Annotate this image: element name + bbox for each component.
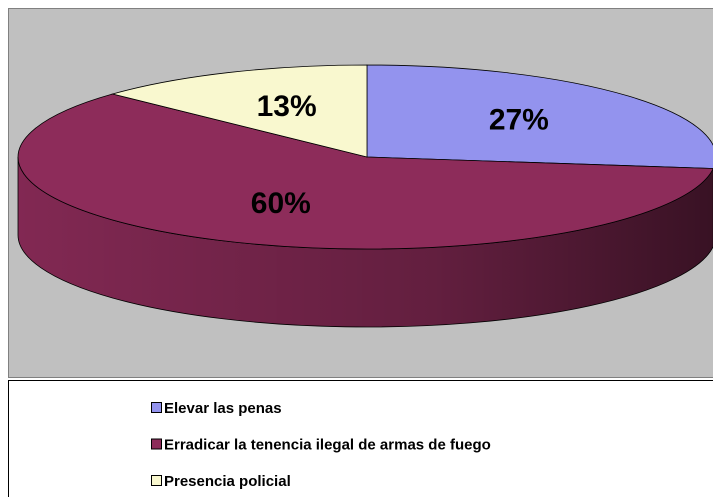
- legend-swatch: [152, 439, 162, 449]
- legend-swatch: [152, 476, 162, 486]
- legend-swatch: [152, 403, 162, 413]
- legend-label: Erradicar la tenencia ilegal de armas de…: [164, 436, 491, 453]
- legend-label: Elevar las penas: [164, 400, 282, 417]
- data-label: 13%: [257, 90, 317, 123]
- data-label: 27%: [489, 104, 549, 137]
- data-label: 60%: [251, 187, 311, 220]
- legend-label: Presencia policial: [164, 473, 291, 490]
- pie: 27% 60% 13%: [18, 65, 713, 327]
